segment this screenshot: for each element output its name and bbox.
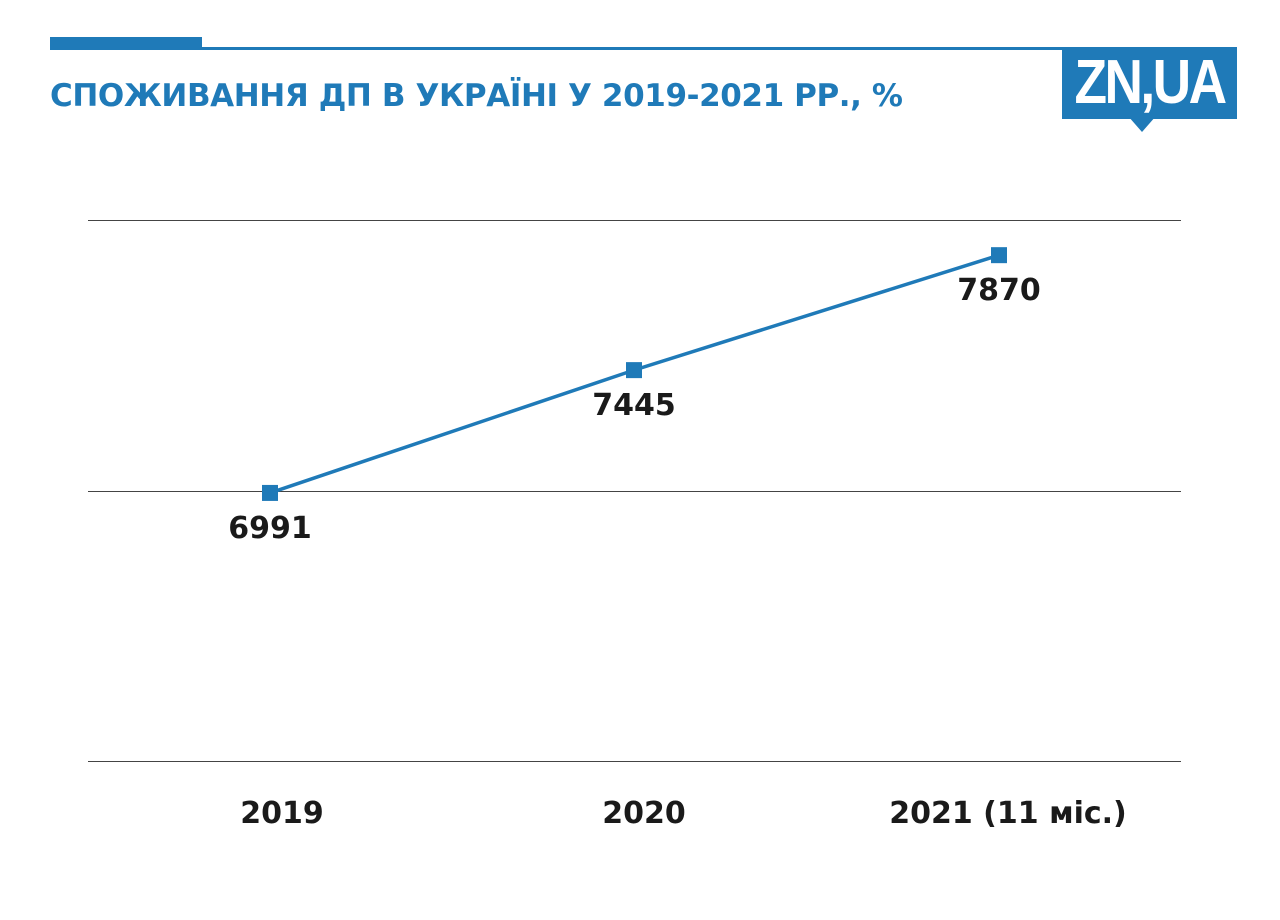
data-labels: 6991 7445 7870 — [228, 273, 1041, 546]
x-tick-label-0: 2019 — [240, 796, 324, 831]
x-tick-label-2: 2021 (11 міс.) — [889, 796, 1127, 831]
logo-speech-tail — [1128, 116, 1156, 132]
logo-text: ZN,UA — [1074, 48, 1227, 117]
x-tick-label-1: 2020 — [602, 796, 686, 831]
markers — [262, 247, 1007, 501]
header-rule — [50, 47, 1062, 50]
zn-ua-logo[interactable]: ZN,UA — [1062, 47, 1237, 119]
data-label-1: 7445 — [592, 388, 676, 423]
data-label-0: 6991 — [228, 511, 312, 546]
x-axis-ticks: 2019 2020 2021 (11 міс.) — [240, 796, 1127, 831]
data-point-2020 — [626, 362, 642, 379]
data-point-2021-11 — [991, 247, 1007, 264]
data-point-2019 — [262, 484, 278, 501]
data-label-2: 7870 — [957, 273, 1041, 308]
header-accent-bar — [50, 37, 202, 50]
chart-title: СПОЖИВАННЯ ДП В УКРАЇНІ У 2019-2021 РР.,… — [50, 78, 903, 114]
